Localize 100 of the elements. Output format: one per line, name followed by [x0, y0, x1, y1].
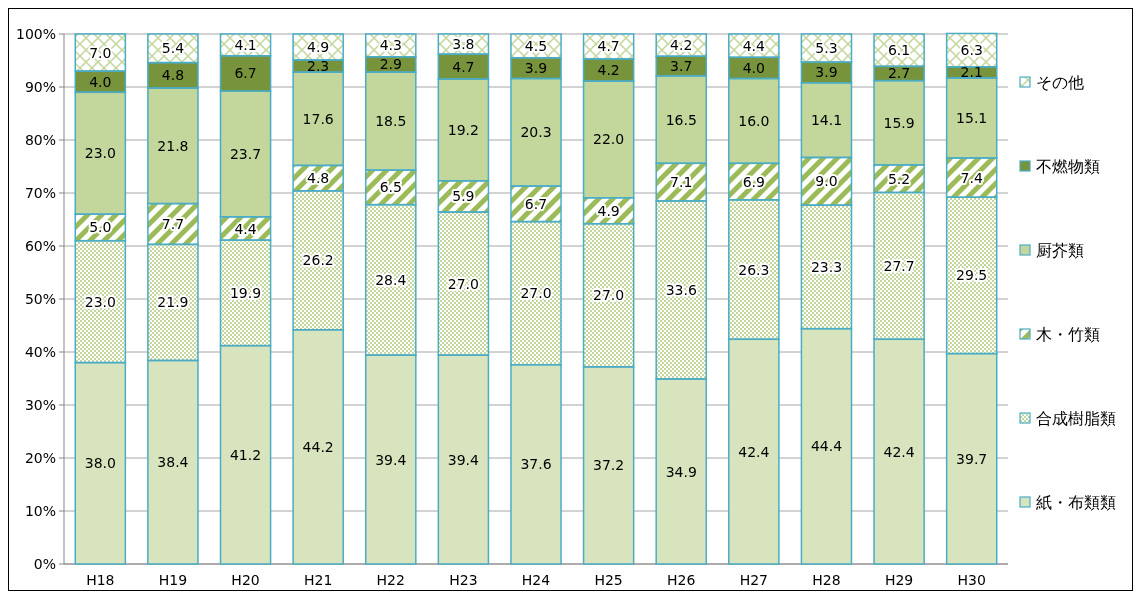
data-label: 16.0: [738, 112, 770, 129]
data-label: 17.6: [302, 110, 334, 127]
data-label: 9.0: [815, 173, 838, 190]
data-label: 4.3: [379, 37, 402, 54]
data-label: 4.4: [742, 37, 766, 54]
y-tick-label: 90%: [24, 79, 56, 95]
data-label: 3.9: [524, 60, 548, 77]
data-label: 37.6: [520, 456, 552, 473]
data-label: 33.6: [665, 281, 697, 298]
data-label: 19.2: [447, 121, 479, 138]
data-label: 20.3: [520, 124, 552, 141]
data-label: 15.1: [956, 110, 988, 126]
data-label: 39.4: [375, 451, 407, 468]
data-label: 4.7: [597, 38, 620, 55]
y-tick-label: 70%: [24, 185, 56, 201]
legend-label: 不燃物類: [1036, 156, 1100, 176]
data-label: 42.4: [883, 443, 915, 460]
data-label: 4.8: [161, 67, 185, 84]
data-label: 6.1: [887, 42, 911, 59]
x-tick-label: H18: [86, 572, 115, 588]
legend-label: 木・竹類: [1036, 324, 1100, 344]
x-tick-label: H30: [957, 572, 986, 588]
data-label: 4.9: [307, 38, 330, 55]
legend-label: 厨芥類: [1036, 240, 1084, 260]
data-label: 38.0: [84, 455, 116, 472]
data-label: 5.3: [815, 40, 838, 57]
x-tick-label: H23: [449, 572, 478, 588]
data-label: 4.0: [89, 73, 112, 90]
data-label: 2.1: [960, 64, 983, 81]
data-label: 22.0: [593, 131, 625, 148]
data-label: 44.2: [302, 438, 334, 455]
data-label: 38.4: [157, 454, 189, 471]
x-tick-label: H24: [521, 572, 551, 588]
data-label: 4.4: [234, 220, 257, 237]
data-label: 19.9: [229, 284, 262, 301]
data-label: 23.0: [84, 145, 116, 162]
data-label: 2.9: [379, 56, 402, 73]
data-label: 23.7: [229, 146, 262, 163]
data-label: 5.2: [887, 170, 911, 187]
data-label: 41.2: [229, 446, 262, 463]
data-label: 27.7: [883, 257, 915, 274]
x-tick-label: H19: [158, 572, 188, 588]
y-tick-label: 100%: [15, 26, 56, 42]
data-label: 2.7: [887, 65, 911, 82]
x-tick-label: H25: [594, 572, 623, 588]
data-label: 15.9: [883, 114, 915, 131]
data-label: 3.9: [815, 64, 838, 81]
data-label: 21.9: [157, 294, 189, 311]
y-tick-label: 10%: [24, 503, 56, 519]
data-label: 7.0: [89, 44, 112, 61]
y-tick-label: 40%: [24, 344, 56, 360]
y-tick-label: 0%: [33, 556, 56, 572]
data-label: 39.7: [956, 450, 988, 467]
data-label: 4.2: [597, 62, 620, 79]
data-label: 2.3: [307, 58, 330, 75]
data-label: 18.5: [375, 113, 407, 130]
data-label: 27.0: [520, 285, 552, 302]
x-tick-label: H20: [231, 572, 260, 588]
data-label: 5.0: [89, 219, 112, 236]
y-tick-label: 60%: [24, 238, 56, 254]
legend-label: その他: [1036, 72, 1084, 92]
data-label: 6.7: [234, 65, 257, 82]
data-label: 4.1: [234, 36, 257, 53]
data-label: 5.4: [161, 40, 185, 57]
data-label: 28.4: [375, 271, 407, 288]
data-label: 34.9: [665, 463, 697, 480]
data-label: 26.3: [738, 261, 770, 278]
data-label: 27.0: [447, 275, 479, 292]
data-label: 26.2: [302, 252, 334, 269]
data-label: 4.7: [452, 58, 475, 75]
data-label: 4.9: [597, 202, 620, 219]
data-label: 7.7: [161, 216, 185, 233]
data-label: 16.5: [665, 111, 697, 128]
x-tick-label: H27: [739, 572, 769, 588]
y-tick-label: 50%: [24, 291, 56, 307]
y-tick-label: 30%: [24, 397, 56, 413]
data-label: 4.0: [742, 59, 765, 76]
data-label: 23.0: [84, 293, 116, 310]
data-label: 6.3: [960, 42, 983, 59]
data-label: 3.7: [670, 58, 693, 75]
data-label: 27.0: [593, 287, 625, 304]
data-label: 3.8: [452, 36, 475, 53]
data-label: 4.8: [307, 170, 330, 187]
data-label: 44.4: [810, 438, 843, 455]
data-label: 4.5: [524, 37, 548, 54]
data-label: 23.3: [810, 258, 843, 275]
legend-label: 合成樹脂類: [1036, 408, 1116, 428]
data-label: 14.1: [810, 112, 843, 129]
legend-label: 紙・布類類: [1036, 492, 1116, 512]
data-label: 29.5: [956, 267, 988, 284]
y-tick-label: 80%: [24, 132, 56, 148]
data-label: 37.2: [593, 457, 625, 474]
data-label: 4.2: [670, 37, 693, 54]
x-tick-label: H28: [812, 572, 841, 588]
y-tick-label: 20%: [24, 450, 56, 466]
data-label: 39.4: [447, 451, 480, 468]
x-tick-label: H21: [303, 572, 333, 588]
x-tick-label: H22: [376, 572, 405, 588]
x-tick-label: H26: [667, 572, 696, 588]
data-label: 42.4: [738, 443, 770, 460]
